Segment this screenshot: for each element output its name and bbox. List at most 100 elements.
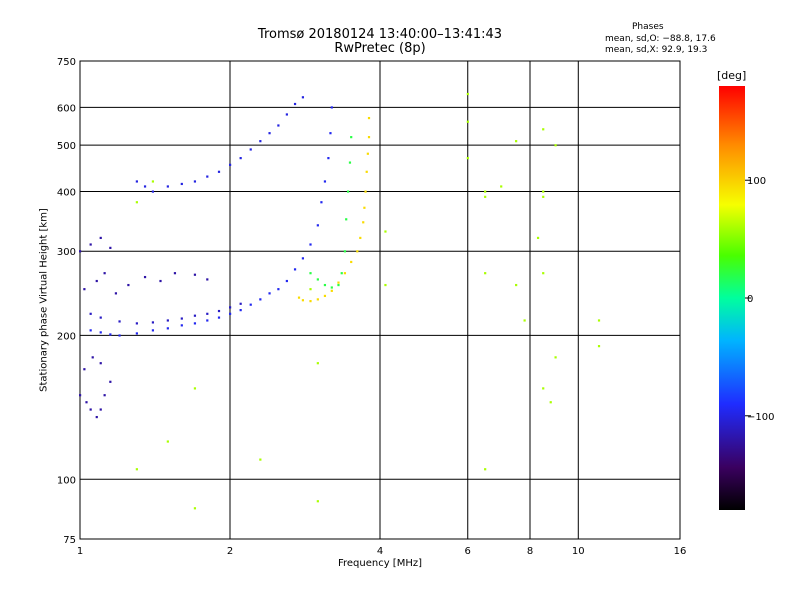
data-point <box>109 380 112 383</box>
stats-x-line: mean, sd,X: 92.9, 19.3 <box>605 45 708 55</box>
data-point <box>151 321 155 324</box>
data-point <box>89 408 92 411</box>
data-point <box>166 440 169 443</box>
data-point <box>343 272 347 275</box>
data-point <box>523 319 526 322</box>
x-tick-label: 1 <box>77 546 83 557</box>
data-point <box>340 272 343 275</box>
data-point <box>466 157 469 160</box>
data-point <box>229 163 232 166</box>
data-point <box>384 230 387 233</box>
data-point <box>135 180 138 183</box>
data-point <box>206 312 209 315</box>
y-axis-label: Stationary phase Virtual Height [km] <box>38 208 50 392</box>
data-point <box>259 140 262 143</box>
y-tick-label: 600 <box>57 103 76 114</box>
data-point <box>337 281 340 284</box>
data-point <box>367 116 371 120</box>
data-point <box>330 286 333 289</box>
data-point <box>554 356 557 359</box>
data-point <box>135 201 138 204</box>
stats-o-line: mean, sd,O: −88.8, 17.6 <box>605 34 716 44</box>
data-point <box>85 401 88 404</box>
data-point <box>239 157 242 160</box>
data-point <box>554 144 557 147</box>
data-point <box>135 468 138 471</box>
data-point <box>484 195 487 198</box>
data-point <box>484 190 487 193</box>
data-point <box>95 415 98 419</box>
data-point <box>350 260 353 264</box>
data-point <box>293 268 297 271</box>
data-point <box>316 362 319 365</box>
data-point <box>500 185 503 188</box>
data-point <box>103 394 106 397</box>
data-point <box>316 298 319 301</box>
data-point <box>384 283 387 287</box>
data-point <box>166 185 169 188</box>
data-point <box>89 329 92 332</box>
data-point <box>367 136 371 139</box>
colorbar-tick-label: 100 <box>747 176 766 187</box>
data-point <box>103 272 106 275</box>
data-point <box>229 312 232 315</box>
data-point <box>466 120 469 123</box>
data-point <box>327 157 330 160</box>
data-point <box>301 96 305 99</box>
data-point <box>239 302 242 305</box>
y-tick-label: 750 <box>57 57 76 68</box>
data-point <box>542 195 545 198</box>
data-point <box>466 92 469 96</box>
stats-heading: Phases <box>632 22 664 32</box>
x-tick-label: 8 <box>527 546 533 557</box>
data-point <box>259 458 262 461</box>
data-point <box>206 175 209 178</box>
colorbar-unit-label: [deg] <box>717 69 747 82</box>
data-point <box>337 283 340 287</box>
data-point <box>515 140 518 143</box>
data-point <box>346 190 350 193</box>
x-tick-label: 16 <box>674 546 687 557</box>
data-point <box>180 317 183 320</box>
data-point <box>277 124 280 127</box>
data-point <box>206 278 209 281</box>
data-point <box>366 152 369 155</box>
data-point <box>309 272 312 275</box>
data-point <box>143 185 147 188</box>
data-point <box>135 322 138 325</box>
colorbar-tick-label: −100 <box>747 412 774 423</box>
data-point <box>151 329 155 332</box>
data-point <box>151 190 155 193</box>
x-tick-label: 6 <box>465 546 471 557</box>
data-point <box>217 316 221 319</box>
data-point <box>268 292 271 295</box>
data-point <box>239 309 242 312</box>
data-point <box>99 236 102 240</box>
data-point <box>348 161 352 164</box>
data-point <box>83 368 86 371</box>
y-tick-label: 500 <box>57 141 76 152</box>
data-point <box>536 236 540 240</box>
data-point <box>229 306 232 309</box>
y-tick-label: 200 <box>57 331 76 342</box>
data-point <box>193 322 197 325</box>
data-point <box>297 296 301 299</box>
data-point <box>542 128 545 131</box>
data-point <box>293 102 297 106</box>
data-point <box>173 272 177 275</box>
data-point <box>316 500 319 503</box>
x-tick-label: 4 <box>377 546 383 557</box>
data-point <box>79 394 82 397</box>
y-tick-label: 300 <box>57 247 76 258</box>
data-point <box>89 243 92 246</box>
data-point <box>180 182 183 186</box>
data-point <box>259 298 262 301</box>
data-point <box>285 279 288 283</box>
data-point <box>515 283 518 287</box>
y-tick-label: 400 <box>57 187 76 198</box>
data-point <box>193 273 197 276</box>
data-point <box>345 218 348 221</box>
data-point <box>364 190 367 193</box>
data-point <box>484 468 487 471</box>
y-tick-label: 100 <box>57 475 76 486</box>
